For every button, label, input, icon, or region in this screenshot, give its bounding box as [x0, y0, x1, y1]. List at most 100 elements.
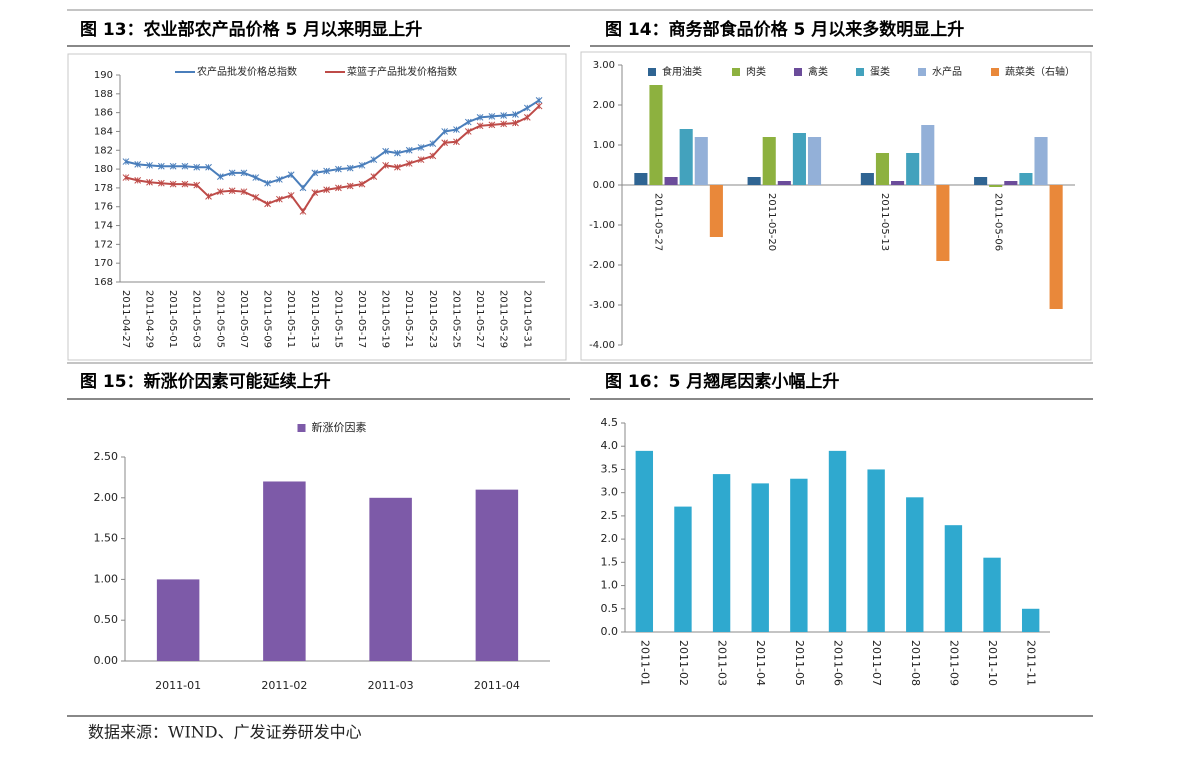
marker	[181, 180, 189, 188]
bar	[679, 129, 693, 185]
figure-title: 图 13：农业部农产品价格 5 月以来明显上升	[80, 19, 422, 40]
x-tick-label: 2011-05-20	[766, 193, 777, 251]
y-tick-label: -2.00	[589, 260, 615, 271]
marker	[157, 179, 165, 187]
marker	[193, 163, 201, 171]
y-tick-label: 184	[94, 126, 113, 137]
x-tick-label: 2011-04	[474, 679, 520, 692]
marker	[157, 162, 165, 170]
x-tick-label: 2011-05-05	[214, 290, 225, 348]
bar	[1049, 185, 1063, 309]
y-tick-label: 3.0	[601, 486, 619, 499]
marker	[181, 162, 189, 170]
marker	[193, 181, 201, 189]
y-tick-label: 0.50	[94, 613, 119, 626]
marker	[382, 147, 389, 155]
marker	[512, 111, 519, 118]
marker	[476, 122, 484, 130]
marker	[523, 113, 531, 121]
bar	[156, 579, 200, 661]
legend-label: 新涨价因素	[312, 420, 367, 434]
figure-title: 图 16：5 月翘尾因素小幅上升	[605, 371, 839, 392]
x-tick-label: 2011-07	[870, 640, 883, 686]
marker	[394, 163, 401, 171]
legend-label: 农产品批发价格总指数	[197, 65, 297, 78]
x-tick-label: 2011-09	[947, 640, 960, 686]
marker	[346, 164, 354, 172]
y-tick-label: 174	[94, 221, 113, 232]
marker	[535, 102, 543, 110]
x-tick-label: 2011-05-27	[653, 193, 664, 251]
bar	[906, 497, 924, 632]
bar	[712, 474, 731, 632]
marker	[228, 169, 236, 177]
x-tick-label: 2011-05-13	[879, 193, 890, 251]
marker	[394, 149, 401, 157]
bar	[1019, 173, 1033, 185]
marker	[146, 178, 153, 186]
bar	[944, 525, 963, 632]
marker	[500, 112, 508, 119]
bar	[921, 125, 935, 185]
x-tick-label: 2011-11	[1025, 640, 1038, 686]
bar	[974, 177, 988, 185]
y-tick-label: 180	[94, 164, 113, 175]
marker	[453, 138, 460, 146]
bar	[694, 137, 708, 185]
marker	[311, 169, 319, 177]
bar	[891, 181, 905, 185]
marker	[488, 121, 496, 129]
bar	[875, 153, 890, 185]
bar	[777, 181, 791, 185]
legend-label: 水产品	[932, 65, 962, 78]
legend-swatch	[732, 68, 740, 76]
legend-label: 菜篮子产品批发价格指数	[347, 65, 457, 78]
marker	[335, 165, 342, 173]
y-tick-label: 0.00	[593, 180, 615, 191]
marker	[252, 174, 260, 181]
marker	[169, 180, 177, 188]
bar	[475, 489, 519, 661]
x-tick-label: 2011-01	[155, 679, 201, 692]
marker	[205, 163, 212, 171]
x-tick-label: 2011-01	[638, 640, 651, 686]
x-tick-label: 2011-05-29	[498, 290, 509, 348]
legend-swatch	[794, 68, 802, 76]
x-tick-label: 2011-04	[754, 640, 767, 686]
line	[125, 105, 540, 214]
x-tick-label: 2011-05-27	[474, 290, 485, 348]
bar	[649, 85, 663, 185]
marker	[276, 176, 283, 183]
marker	[287, 171, 295, 179]
bar	[664, 177, 678, 185]
marker	[169, 162, 177, 170]
y-tick-label: 0.5	[601, 602, 619, 615]
marker	[240, 169, 248, 177]
y-tick-label: 1.5	[601, 555, 619, 568]
y-tick-label: 170	[94, 258, 113, 269]
bar	[1021, 608, 1040, 632]
y-tick-label: -1.00	[589, 220, 615, 231]
x-tick-label: 2011-04-27	[120, 290, 131, 348]
x-tick-label: 2011-05-31	[521, 290, 532, 348]
y-tick-label: 172	[94, 239, 113, 250]
legend-swatch	[991, 68, 999, 76]
y-tick-label: 1.50	[94, 532, 119, 545]
y-tick-label: 2.50	[94, 450, 119, 463]
y-tick-label: 190	[94, 70, 113, 81]
x-tick-label: 2011-06	[832, 640, 845, 686]
y-tick-label: -3.00	[589, 300, 615, 311]
x-tick-label: 2011-02	[261, 679, 307, 692]
x-tick-label: 2011-04-29	[144, 290, 155, 348]
x-tick-label: 2011-05-25	[450, 290, 461, 348]
marker	[441, 128, 449, 135]
legend-swatch	[918, 68, 926, 76]
x-tick-label: 2011-05-11	[285, 290, 296, 348]
y-tick-label: -4.00	[589, 340, 615, 351]
bar	[828, 450, 847, 632]
marker	[228, 187, 236, 195]
y-tick-label: 176	[94, 202, 113, 213]
marker	[134, 177, 142, 184]
marker	[335, 184, 342, 192]
